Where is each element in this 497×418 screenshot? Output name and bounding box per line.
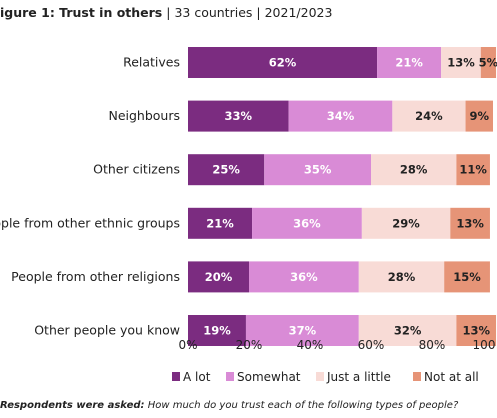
legend-swatch xyxy=(413,372,421,381)
bar-segment xyxy=(288,100,393,132)
data-label: 11% xyxy=(459,163,487,177)
data-label: 13% xyxy=(447,56,475,70)
note-question: How much do you trust each of the follow… xyxy=(147,400,459,411)
bar-segment xyxy=(465,100,493,132)
category-label: Relatives xyxy=(123,55,180,70)
data-label: 13% xyxy=(456,216,484,230)
data-label: 32% xyxy=(394,324,422,338)
legend-swatch xyxy=(316,372,324,381)
data-label: 20% xyxy=(205,270,233,284)
bar-segment xyxy=(188,100,289,132)
bar-segment xyxy=(188,261,249,293)
data-label: 36% xyxy=(293,216,321,230)
legend-label: Not at all xyxy=(424,370,479,384)
x-tick-label: 60% xyxy=(358,338,385,352)
x-tick-label: 80% xyxy=(419,338,446,352)
survey-note: Respondents were asked: How much do you … xyxy=(0,400,458,411)
bar-segment xyxy=(252,207,362,239)
data-label: 21% xyxy=(395,56,423,70)
title-separator: | xyxy=(166,5,171,20)
bar-segment xyxy=(441,47,481,78)
title-separator-2: | xyxy=(256,5,261,20)
data-label: 34% xyxy=(327,109,355,123)
bar-segment xyxy=(444,261,490,293)
data-label: 29% xyxy=(392,216,420,230)
category-label: Neighbours xyxy=(108,108,180,123)
data-label: 19% xyxy=(203,324,231,338)
title-scope: 33 countries xyxy=(174,5,253,20)
data-label: 28% xyxy=(388,270,416,284)
bar-segment xyxy=(450,207,490,239)
category-label: Other citizens xyxy=(93,162,180,177)
bar-segment xyxy=(456,154,490,186)
figure-label: igure 1: Trust in others xyxy=(0,5,163,20)
bar-segment xyxy=(371,154,457,186)
legend-swatch xyxy=(226,372,234,381)
data-label: 9% xyxy=(470,109,490,123)
bar-segment xyxy=(264,154,371,186)
x-tick-label: 20% xyxy=(236,338,263,352)
legend-label: A lot xyxy=(183,370,211,384)
note-label: Respondents were asked: xyxy=(0,400,145,411)
bar-segment xyxy=(392,100,466,132)
bar-segment xyxy=(249,261,359,293)
data-label: 13% xyxy=(462,324,490,338)
bar-segment xyxy=(358,315,457,346)
stacked-bar-chart: Relatives 62% 21% 13% 5% Neighbours 33% 34% 24% 9… xyxy=(0,47,497,384)
bar-segment xyxy=(377,47,442,78)
bar-segment xyxy=(188,154,265,186)
bar-segment xyxy=(480,47,497,78)
legend-swatch xyxy=(172,372,180,381)
bar-segment xyxy=(188,315,246,346)
data-label: 37% xyxy=(289,324,317,338)
legend-label: Somewhat xyxy=(237,370,301,384)
category-label: Other people you know xyxy=(34,323,180,338)
x-tick-label: 40% xyxy=(297,338,324,352)
data-label: 5% xyxy=(479,56,497,70)
x-tick-label: 0% xyxy=(178,338,197,352)
data-label: 21% xyxy=(206,216,234,230)
data-label: 62% xyxy=(269,56,297,70)
bar-segment xyxy=(245,315,359,346)
bar-segment xyxy=(188,207,253,239)
bar-segment xyxy=(358,261,445,293)
data-label: 35% xyxy=(304,163,332,177)
legend-label: Just a little xyxy=(326,370,391,384)
category-label: People from other ethnic groups xyxy=(0,215,180,230)
data-label: 36% xyxy=(290,270,318,284)
data-label: 28% xyxy=(400,163,428,177)
category-label: People from other religions xyxy=(11,269,180,284)
x-tick-label: 100 xyxy=(473,338,496,352)
title-years: 2021/2023 xyxy=(264,5,333,20)
bar-segment xyxy=(188,47,378,78)
chart-title: igure 1: Trust in others | 33 countries … xyxy=(0,5,332,20)
data-label: 25% xyxy=(212,163,240,177)
data-label: 15% xyxy=(453,270,481,284)
data-label: 33% xyxy=(225,109,253,123)
bar-segment xyxy=(361,207,451,239)
bar-segment xyxy=(456,315,497,346)
data-label: 24% xyxy=(415,109,443,123)
